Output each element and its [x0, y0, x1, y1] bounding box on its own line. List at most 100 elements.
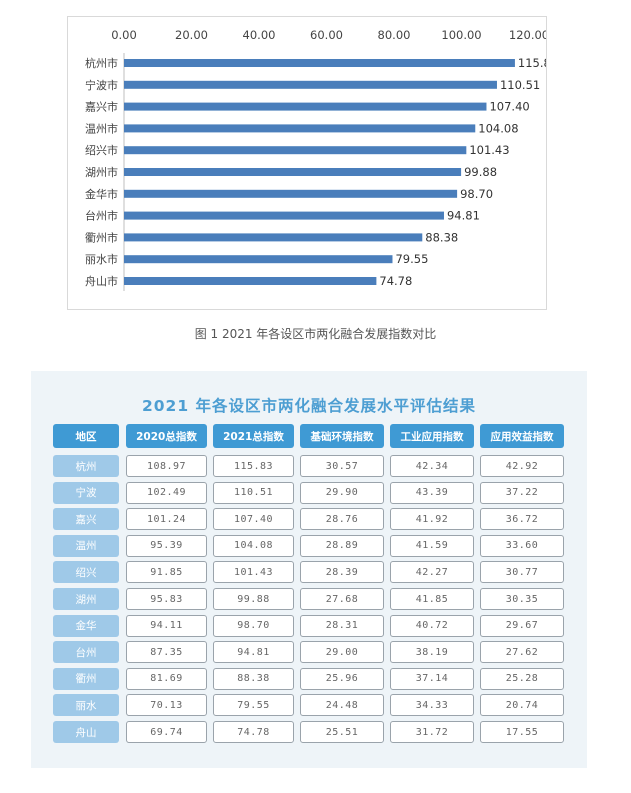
table-cell: 107.40 [213, 508, 294, 531]
bar [124, 102, 487, 111]
table-cell: 101.24 [126, 508, 207, 531]
x-tick-label: 0.00 [111, 28, 137, 42]
value-label: 94.81 [447, 209, 480, 223]
row-region-label: 台州 [53, 641, 119, 664]
table-cell: 29.90 [300, 481, 384, 504]
value-label: 107.40 [489, 100, 529, 114]
table-cell: 30.35 [480, 588, 564, 610]
table-cell: 91.85 [126, 561, 207, 584]
value-label: 101.43 [469, 143, 509, 157]
header-2021-total: 2021总指数 [213, 424, 294, 448]
row-region-label: 丽水 [53, 694, 119, 717]
row-region-label: 舟山 [53, 721, 119, 743]
x-tick-label: 20.00 [175, 28, 208, 42]
row-region-label: 金华 [53, 614, 119, 637]
category-label: 嘉兴市 [85, 100, 118, 114]
category-label: 舟山市 [85, 274, 118, 288]
category-label: 金华市 [85, 187, 118, 201]
table-cell: 20.74 [480, 694, 564, 717]
category-label: 宁波市 [85, 78, 118, 92]
table-cell: 70.13 [126, 694, 207, 717]
value-label: 98.70 [460, 187, 493, 201]
table-cell: 87.35 [126, 641, 207, 664]
category-label: 湖州市 [85, 165, 118, 179]
table-cell: 33.60 [480, 534, 564, 557]
header-basic-env: 基础环境指数 [300, 424, 384, 448]
table-cell: 41.59 [390, 534, 474, 557]
table-cell: 115.83 [213, 455, 294, 477]
bar [124, 189, 458, 198]
table-cell: 94.11 [126, 614, 207, 637]
value-label: 79.55 [395, 252, 428, 266]
x-tick-label: 120.00 [509, 28, 546, 42]
table-cell: 30.57 [300, 455, 384, 477]
header-app-benefit: 应用效益指数 [480, 424, 564, 448]
bar [124, 80, 497, 89]
bar [124, 124, 476, 133]
row-region-label: 嘉兴 [53, 508, 119, 531]
table-cell: 108.97 [126, 455, 207, 477]
header-region: 地区 [53, 424, 119, 448]
table-cell: 69.74 [126, 721, 207, 743]
table-cell: 88.38 [213, 667, 294, 690]
table-cell: 34.33 [390, 694, 474, 717]
category-label: 台州市 [85, 209, 118, 223]
category-label: 温州市 [85, 121, 118, 135]
table-cell: 41.85 [390, 588, 474, 610]
category-label: 绍兴市 [85, 143, 118, 157]
row-region-label: 衢州 [53, 667, 119, 690]
x-tick-label: 100.00 [441, 28, 481, 42]
value-label: 110.51 [500, 78, 540, 92]
table-cell: 43.39 [390, 481, 474, 504]
table-cell: 40.72 [390, 614, 474, 637]
table-cell: 28.39 [300, 561, 384, 584]
bar [124, 146, 467, 155]
row-region-label: 温州 [53, 534, 119, 557]
category-label: 丽水市 [85, 252, 118, 266]
table-cell: 24.48 [300, 694, 384, 717]
table-cell: 38.19 [390, 641, 474, 664]
value-label: 115.83 [518, 56, 546, 70]
value-label: 104.08 [478, 121, 518, 135]
table-cell: 42.34 [390, 455, 474, 477]
x-tick-label: 60.00 [310, 28, 343, 42]
table-cell: 28.76 [300, 508, 384, 531]
table-cell: 25.51 [300, 721, 384, 743]
table-cell: 29.67 [480, 614, 564, 637]
table-cell: 31.72 [390, 721, 474, 743]
table-cell: 37.14 [390, 667, 474, 690]
results-table-panel: 2021 年各设区市两化融合发展水平评估结果 地区 2020总指数 2021总指数基… [31, 371, 587, 768]
table-cell: 110.51 [213, 481, 294, 504]
bar-chart: 0.00 20.00 40.00 60.00 80.00 100.00 120.00 杭州市 1… [67, 16, 547, 310]
table-cell: 95.39 [126, 534, 207, 557]
table-cell: 28.31 [300, 614, 384, 637]
table-cell: 29.00 [300, 641, 384, 664]
table-cell: 27.62 [480, 641, 564, 664]
bar [124, 59, 515, 67]
value-label: 99.88 [464, 165, 497, 179]
bar [124, 168, 462, 176]
table-cell: 99.88 [213, 588, 294, 610]
category-label: 衢州市 [85, 230, 118, 244]
bar [124, 255, 393, 264]
table-cell: 74.78 [213, 721, 294, 743]
table-cell: 37.22 [480, 481, 564, 504]
header-2020-total: 2020总指数 [126, 424, 207, 448]
bar [124, 233, 423, 242]
table-cell: 28.89 [300, 534, 384, 557]
row-region-label: 宁波 [53, 481, 119, 504]
header-industry-app: 工业应用指数 [390, 424, 474, 448]
table-cell: 42.27 [390, 561, 474, 584]
row-region-label: 绍兴 [53, 561, 119, 584]
table-cell: 104.08 [213, 534, 294, 557]
x-tick-label: 40.00 [243, 28, 276, 42]
bar [124, 211, 444, 220]
table-cell: 25.96 [300, 667, 384, 690]
table-cell: 41.92 [390, 508, 474, 531]
table-cell: 25.28 [480, 667, 564, 690]
table-cell: 36.72 [480, 508, 564, 531]
table-cell: 98.70 [213, 614, 294, 637]
table-cell: 81.69 [126, 667, 207, 690]
category-label: 杭州市 [85, 56, 118, 70]
x-tick-label: 80.00 [378, 28, 411, 42]
